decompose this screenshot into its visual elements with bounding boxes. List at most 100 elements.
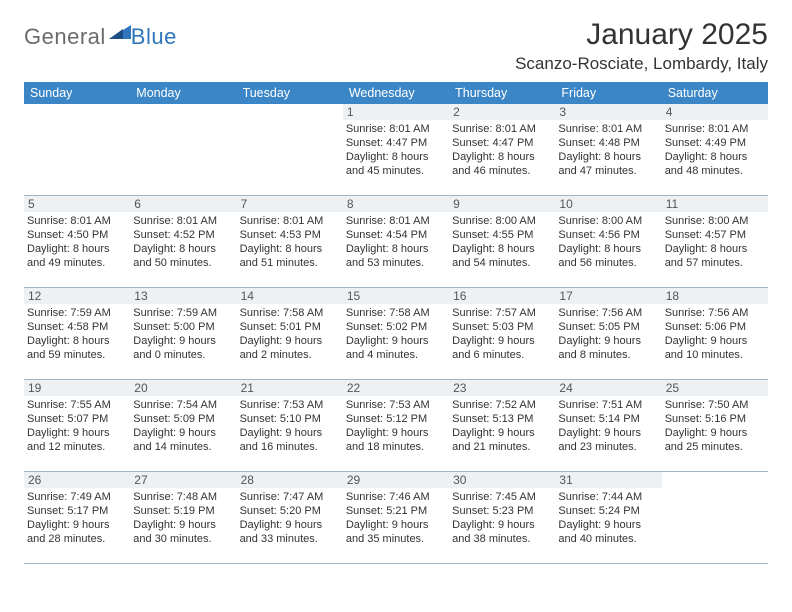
day-number: 17 xyxy=(555,288,661,304)
sunrise-line: Sunrise: 7:53 AM xyxy=(346,398,445,412)
day-cell: 24Sunrise: 7:51 AMSunset: 5:14 PMDayligh… xyxy=(555,380,661,471)
weeks-container: 1Sunrise: 8:01 AMSunset: 4:47 PMDaylight… xyxy=(24,104,768,564)
daylight-line-2: and 6 minutes. xyxy=(452,348,551,362)
day-number: 21 xyxy=(237,380,343,396)
sunrise-line: Sunrise: 7:53 AM xyxy=(240,398,339,412)
day-cell: 26Sunrise: 7:49 AMSunset: 5:17 PMDayligh… xyxy=(24,472,130,563)
header: General Blue January 2025 Scanzo-Rosciat… xyxy=(24,18,768,76)
day-cell: 3Sunrise: 8:01 AMSunset: 4:48 PMDaylight… xyxy=(555,104,661,195)
daylight-line-1: Daylight: 9 hours xyxy=(452,334,551,348)
day-number: 9 xyxy=(449,196,555,212)
daylight-line-2: and 50 minutes. xyxy=(133,256,232,270)
day-cell: 10Sunrise: 8:00 AMSunset: 4:56 PMDayligh… xyxy=(555,196,661,287)
sunset-line: Sunset: 4:47 PM xyxy=(452,136,551,150)
day-cell: 27Sunrise: 7:48 AMSunset: 5:19 PMDayligh… xyxy=(130,472,236,563)
dow-cell: Friday xyxy=(555,86,661,100)
day-cell: 22 Sunrise: 7:53 AMSunset: 5:12 PMDayligh… xyxy=(343,380,449,471)
day-number: 12 xyxy=(24,288,130,304)
sunset-line: Sunset: 5:24 PM xyxy=(558,504,657,518)
sunrise-line: Sunrise: 7:59 AM xyxy=(133,306,232,320)
sunrise-line: Sunrise: 8:00 AM xyxy=(665,214,764,228)
day-cell: 9Sunrise: 8:00 AMSunset: 4:55 PMDaylight… xyxy=(449,196,555,287)
sunset-line: Sunset: 5:12 PM xyxy=(346,412,445,426)
day-cell: 16Sunrise: 7:57 AMSunset: 5:03 PMDayligh… xyxy=(449,288,555,379)
logo-triangle-icon xyxy=(109,23,131,44)
daylight-line-1: Daylight: 9 hours xyxy=(346,334,445,348)
sunrise-line: Sunrise: 7:50 AM xyxy=(665,398,764,412)
daylight-line-1: Daylight: 9 hours xyxy=(558,426,657,440)
sunset-line: Sunset: 4:58 PM xyxy=(27,320,126,334)
daylight-line-2: and 51 minutes. xyxy=(240,256,339,270)
day-number: 13 xyxy=(130,288,236,304)
day-number: 4 xyxy=(662,104,768,120)
daylight-line-1: Daylight: 9 hours xyxy=(665,334,764,348)
day-number: 2 xyxy=(449,104,555,120)
day-cell: 4Sunrise: 8:01 AMSunset: 4:49 PMDaylight… xyxy=(662,104,768,195)
daylight-line-2: and 57 minutes. xyxy=(665,256,764,270)
sunset-line: Sunset: 4:53 PM xyxy=(240,228,339,242)
daylight-line-1: Daylight: 9 hours xyxy=(346,426,445,440)
sunrise-line: Sunrise: 7:51 AM xyxy=(558,398,657,412)
day-number: 22 xyxy=(343,380,449,396)
day-number: 24 xyxy=(555,380,661,396)
day-cell: 30Sunrise: 7:45 AMSunset: 5:23 PMDayligh… xyxy=(449,472,555,563)
location-subtitle: Scanzo-Rosciate, Lombardy, Italy xyxy=(515,54,768,74)
sunset-line: Sunset: 4:56 PM xyxy=(558,228,657,242)
sunrise-line: Sunrise: 7:47 AM xyxy=(240,490,339,504)
sunrise-line: Sunrise: 8:01 AM xyxy=(346,214,445,228)
sunset-line: Sunset: 5:13 PM xyxy=(452,412,551,426)
day-cell: 2 Sunrise: 8:01 AMSunset: 4:47 PMDaylight… xyxy=(449,104,555,195)
daylight-line-2: and 8 minutes. xyxy=(558,348,657,362)
sunrise-line: Sunrise: 7:45 AM xyxy=(452,490,551,504)
sunset-line: Sunset: 5:06 PM xyxy=(665,320,764,334)
day-number: 31 xyxy=(555,472,661,488)
daylight-line-2: and 21 minutes. xyxy=(452,440,551,454)
daylight-line-2: and 56 minutes. xyxy=(558,256,657,270)
day-cell: 7Sunrise: 8:01 AMSunset: 4:53 PMDaylight… xyxy=(237,196,343,287)
day-number: 20 xyxy=(130,380,236,396)
daylight-line-2: and 14 minutes. xyxy=(133,440,232,454)
sunrise-line: Sunrise: 7:58 AM xyxy=(240,306,339,320)
month-title: January 2025 xyxy=(515,18,768,52)
daylight-line-1: Daylight: 8 hours xyxy=(452,150,551,164)
daylight-line-1: Daylight: 8 hours xyxy=(452,242,551,256)
dow-cell: Monday xyxy=(130,86,236,100)
sunset-line: Sunset: 5:07 PM xyxy=(27,412,126,426)
sunrise-line: Sunrise: 7:46 AM xyxy=(346,490,445,504)
sunrise-line: Sunrise: 8:00 AM xyxy=(558,214,657,228)
daylight-line-1: Daylight: 8 hours xyxy=(346,242,445,256)
sunset-line: Sunset: 5:10 PM xyxy=(240,412,339,426)
sunrise-line: Sunrise: 7:44 AM xyxy=(558,490,657,504)
daylight-line-1: Daylight: 8 hours xyxy=(665,242,764,256)
sunrise-line: Sunrise: 7:55 AM xyxy=(27,398,126,412)
daylight-line-2: and 2 minutes. xyxy=(240,348,339,362)
day-cell: 18Sunrise: 7:56 AMSunset: 5:06 PMDayligh… xyxy=(662,288,768,379)
day-cell: 1Sunrise: 8:01 AMSunset: 4:47 PMDaylight… xyxy=(343,104,449,195)
sunset-line: Sunset: 5:16 PM xyxy=(665,412,764,426)
sunset-line: Sunset: 4:47 PM xyxy=(346,136,445,150)
daylight-line-2: and 23 minutes. xyxy=(558,440,657,454)
daylight-line-2: and 16 minutes. xyxy=(240,440,339,454)
dow-cell: Thursday xyxy=(449,86,555,100)
sunset-line: Sunset: 5:21 PM xyxy=(346,504,445,518)
daylight-line-2: and 35 minutes. xyxy=(346,532,445,546)
day-number: 29 xyxy=(343,472,449,488)
day-cell: 5Sunrise: 8:01 AMSunset: 4:50 PMDaylight… xyxy=(24,196,130,287)
day-cell: 8Sunrise: 8:01 AMSunset: 4:54 PMDaylight… xyxy=(343,196,449,287)
dow-cell: Sunday xyxy=(24,86,130,100)
sunrise-line: Sunrise: 7:57 AM xyxy=(452,306,551,320)
day-number: 14 xyxy=(237,288,343,304)
day-number: 1 xyxy=(343,104,449,120)
daylight-line-1: Daylight: 9 hours xyxy=(27,518,126,532)
daylight-line-2: and 18 minutes. xyxy=(346,440,445,454)
daylight-line-2: and 48 minutes. xyxy=(665,164,764,178)
sunrise-line: Sunrise: 7:49 AM xyxy=(27,490,126,504)
sunrise-line: Sunrise: 8:01 AM xyxy=(452,122,551,136)
daylight-line-2: and 30 minutes. xyxy=(133,532,232,546)
sunrise-line: Sunrise: 7:52 AM xyxy=(452,398,551,412)
day-cell: 31Sunrise: 7:44 AMSunset: 5:24 PMDayligh… xyxy=(555,472,661,563)
daylight-line-1: Daylight: 9 hours xyxy=(452,426,551,440)
day-number: 28 xyxy=(237,472,343,488)
daylight-line-1: Daylight: 9 hours xyxy=(133,334,232,348)
day-cell: 11Sunrise: 8:00 AMSunset: 4:57 PMDayligh… xyxy=(662,196,768,287)
